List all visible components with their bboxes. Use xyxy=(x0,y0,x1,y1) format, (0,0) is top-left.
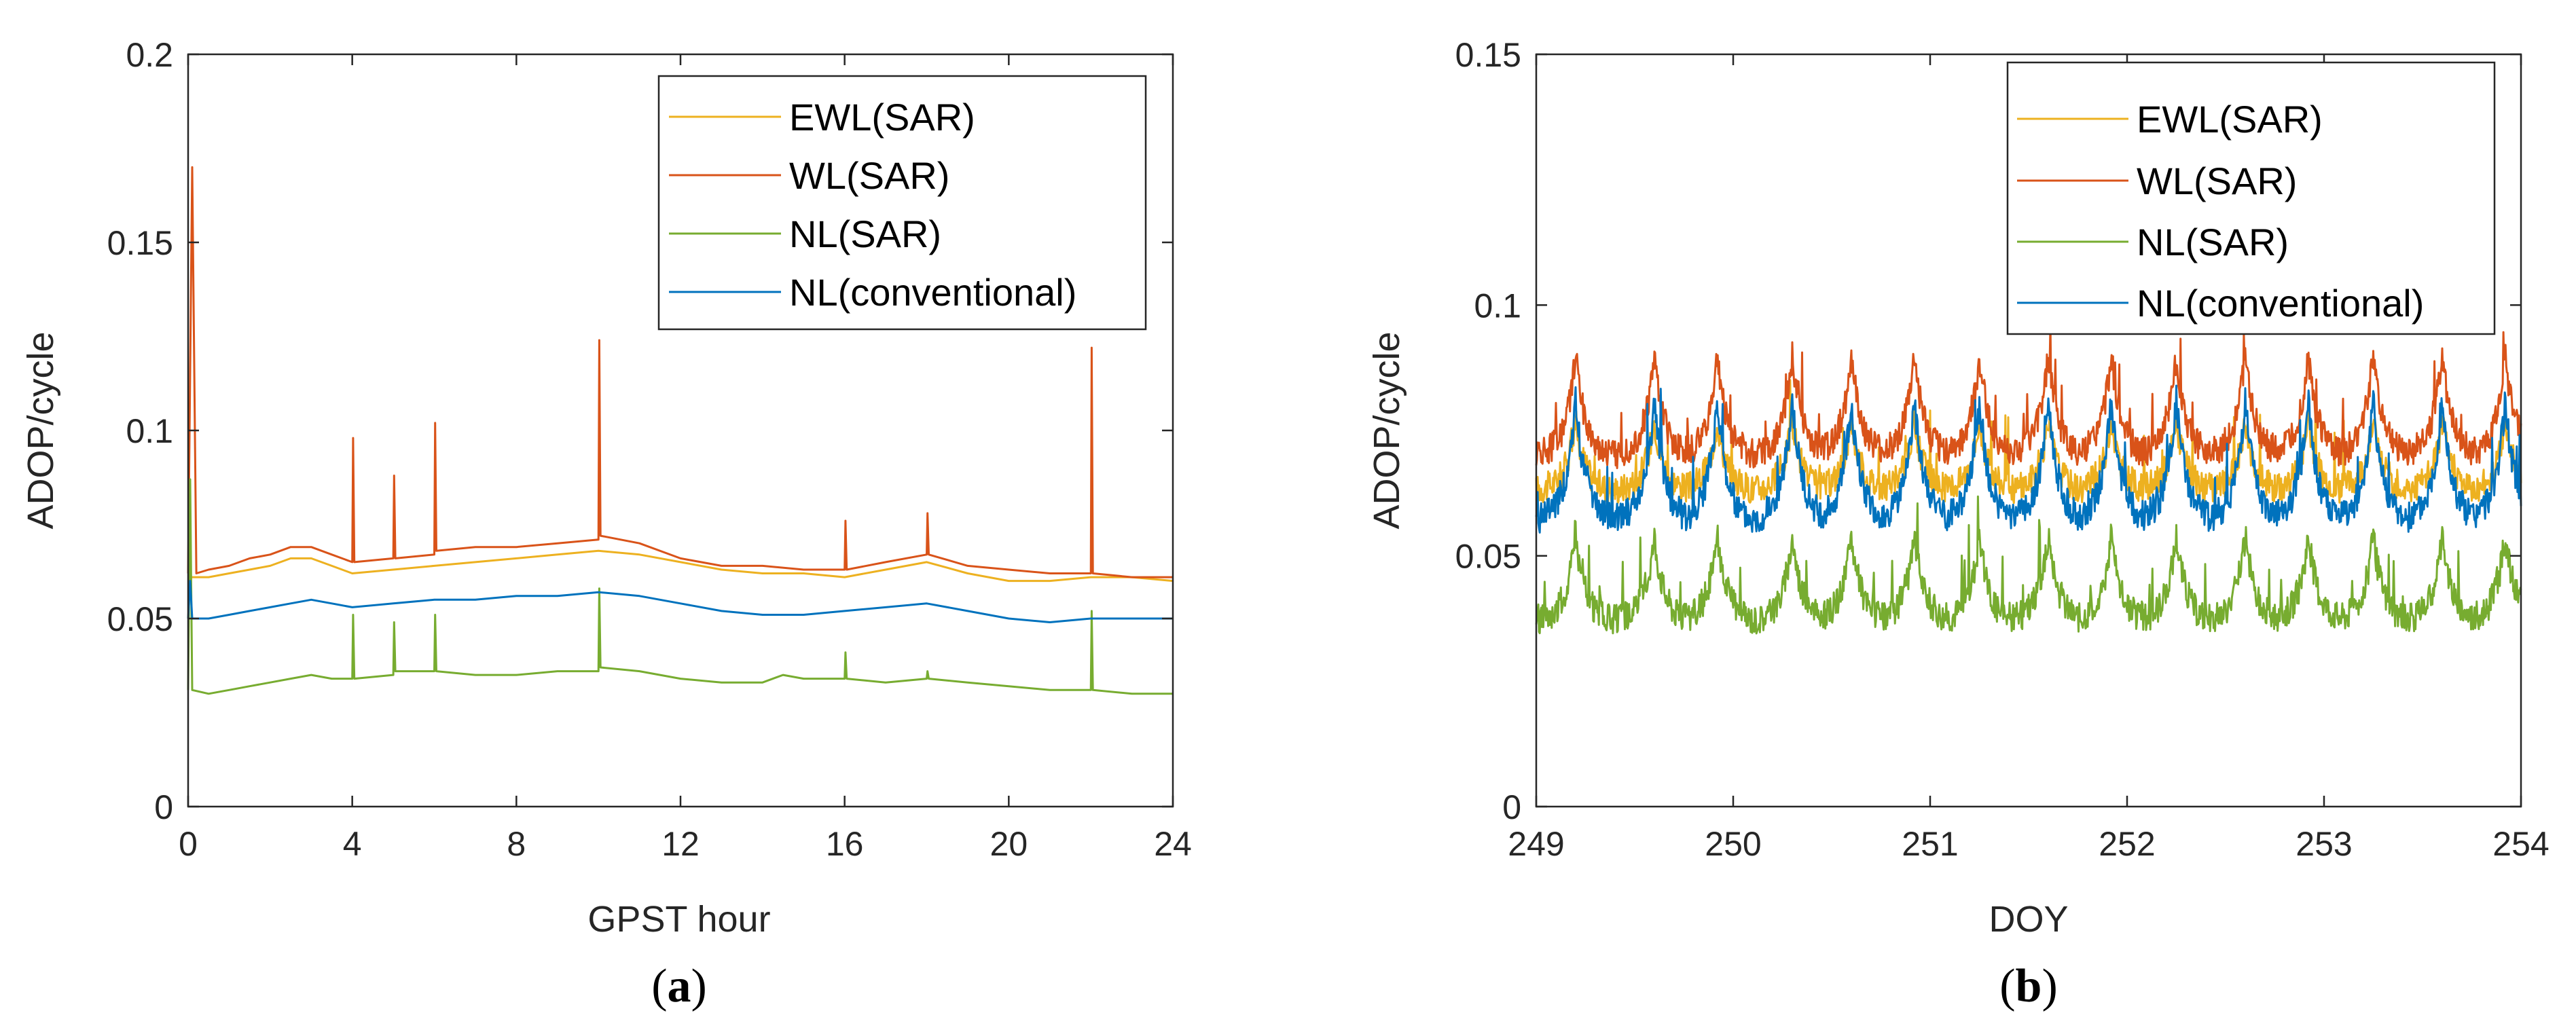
panel-b-series-nl-sar xyxy=(1535,495,2522,635)
panel-a-legend-box xyxy=(657,75,1147,331)
panel-b-xlabel: DOY xyxy=(1989,899,2068,940)
panel-a-ticks: 0 4 8 12 16 20 24 0 0.05 0.1 0.15 0.2 xyxy=(107,36,1192,863)
panel-a-legend-label-nl-conv: NL(conventional) xyxy=(789,271,1076,314)
panel-b-ytick-label: 0.05 xyxy=(1455,538,1521,576)
panel-b-caption-close: ) xyxy=(2042,960,2057,1012)
panel-a-xtick-label: 16 xyxy=(826,825,864,863)
panel-a-ytick-label: 0.15 xyxy=(107,224,173,262)
panel-b-legend-label-wl: WL(SAR) xyxy=(2137,160,2297,202)
panel-b-xtick-label: 253 xyxy=(2296,825,2352,863)
panel-a-legend-label-nl-sar: NL(SAR) xyxy=(789,213,941,255)
panel-b: 249 250 251 252 253 254 0 0.05 0.1 0.15 EWL(SAR) … xyxy=(1366,36,2550,1012)
panel-a-caption-close: ) xyxy=(691,960,707,1012)
panel-a: 0 4 8 12 16 20 24 0 0.05 0.1 0.15 0.2 EWL(SAR) WL(S… xyxy=(20,36,1192,1012)
panel-a-xtick-label: 0 xyxy=(179,825,198,863)
panel-a-caption-open: ( xyxy=(651,960,667,1012)
panel-a-caption: (a) xyxy=(651,960,707,1012)
panel-b-caption-letter: b xyxy=(2016,960,2042,1012)
panel-b-legend-label-nl-sar: NL(SAR) xyxy=(2137,221,2289,263)
panel-a-legend-label-wl: WL(SAR) xyxy=(789,154,949,197)
panel-b-xtick-label: 251 xyxy=(1902,825,1958,863)
panel-b-ytick-label: 0.15 xyxy=(1455,36,1521,74)
panel-a-series xyxy=(187,166,1174,695)
panel-a-series-nl-conventional xyxy=(187,580,1173,623)
panel-b-legend: EWL(SAR) WL(SAR) NL(SAR) NL(conventional… xyxy=(2006,61,2496,335)
panel-a-ytick-label: 0 xyxy=(154,788,173,826)
panel-b-legend-box xyxy=(2006,61,2496,335)
panel-b-ylabel: ADOP/cycle xyxy=(1366,331,1407,529)
panel-b-ticks: 249 250 251 252 253 254 0 0.05 0.1 0.15 xyxy=(1455,36,2550,863)
panel-a-xtick-label: 20 xyxy=(990,825,1028,863)
panel-b-xtick-label: 252 xyxy=(2099,825,2155,863)
panel-a-xtick-label: 24 xyxy=(1154,825,1192,863)
panel-b-axes-box xyxy=(1535,53,2522,808)
panel-b-xtick-label: 250 xyxy=(1705,825,1761,863)
panel-a-ytick-label: 0.05 xyxy=(107,600,173,638)
panel-b-series-nl-conventional xyxy=(1535,384,2522,534)
panel-b-caption-open: ( xyxy=(1999,960,2015,1012)
panel-b-xtick-label: 249 xyxy=(1508,825,1564,863)
panel-a-legend-label-ewl: EWL(SAR) xyxy=(789,96,975,139)
panel-a-series-ewl-sar xyxy=(188,549,1174,583)
panel-b-xtick-label: 254 xyxy=(2492,825,2549,863)
panel-a-legend: EWL(SAR) WL(SAR) NL(SAR) NL(conventional… xyxy=(657,75,1147,331)
panel-b-legend-label-nl-conv: NL(conventional) xyxy=(2137,282,2424,325)
panel-a-xtick-label: 12 xyxy=(661,825,700,863)
panel-a-xtick-label: 8 xyxy=(507,825,526,863)
panel-b-ytick-label: 0 xyxy=(1502,788,1521,826)
panel-b-caption: (b) xyxy=(1999,960,2058,1012)
panel-a-series-wl-sar xyxy=(187,166,1173,578)
panel-a-ytick-label: 0.2 xyxy=(126,36,173,74)
panel-b-series xyxy=(1535,321,2522,635)
panel-a-ytick-label: 0.1 xyxy=(126,412,173,450)
panel-a-series-nl-sar xyxy=(187,478,1173,695)
panel-a-xtick-label: 4 xyxy=(343,825,362,863)
panel-b-legend-label-ewl: EWL(SAR) xyxy=(2137,98,2323,141)
panel-a-xlabel: GPST hour xyxy=(587,899,770,940)
panel-a-ylabel: ADOP/cycle xyxy=(20,331,61,529)
panel-b-ytick-label: 0.1 xyxy=(1474,287,1521,325)
panel-a-caption-letter: a xyxy=(668,960,691,1012)
panel-b-series-wl-sar xyxy=(1535,321,2522,469)
